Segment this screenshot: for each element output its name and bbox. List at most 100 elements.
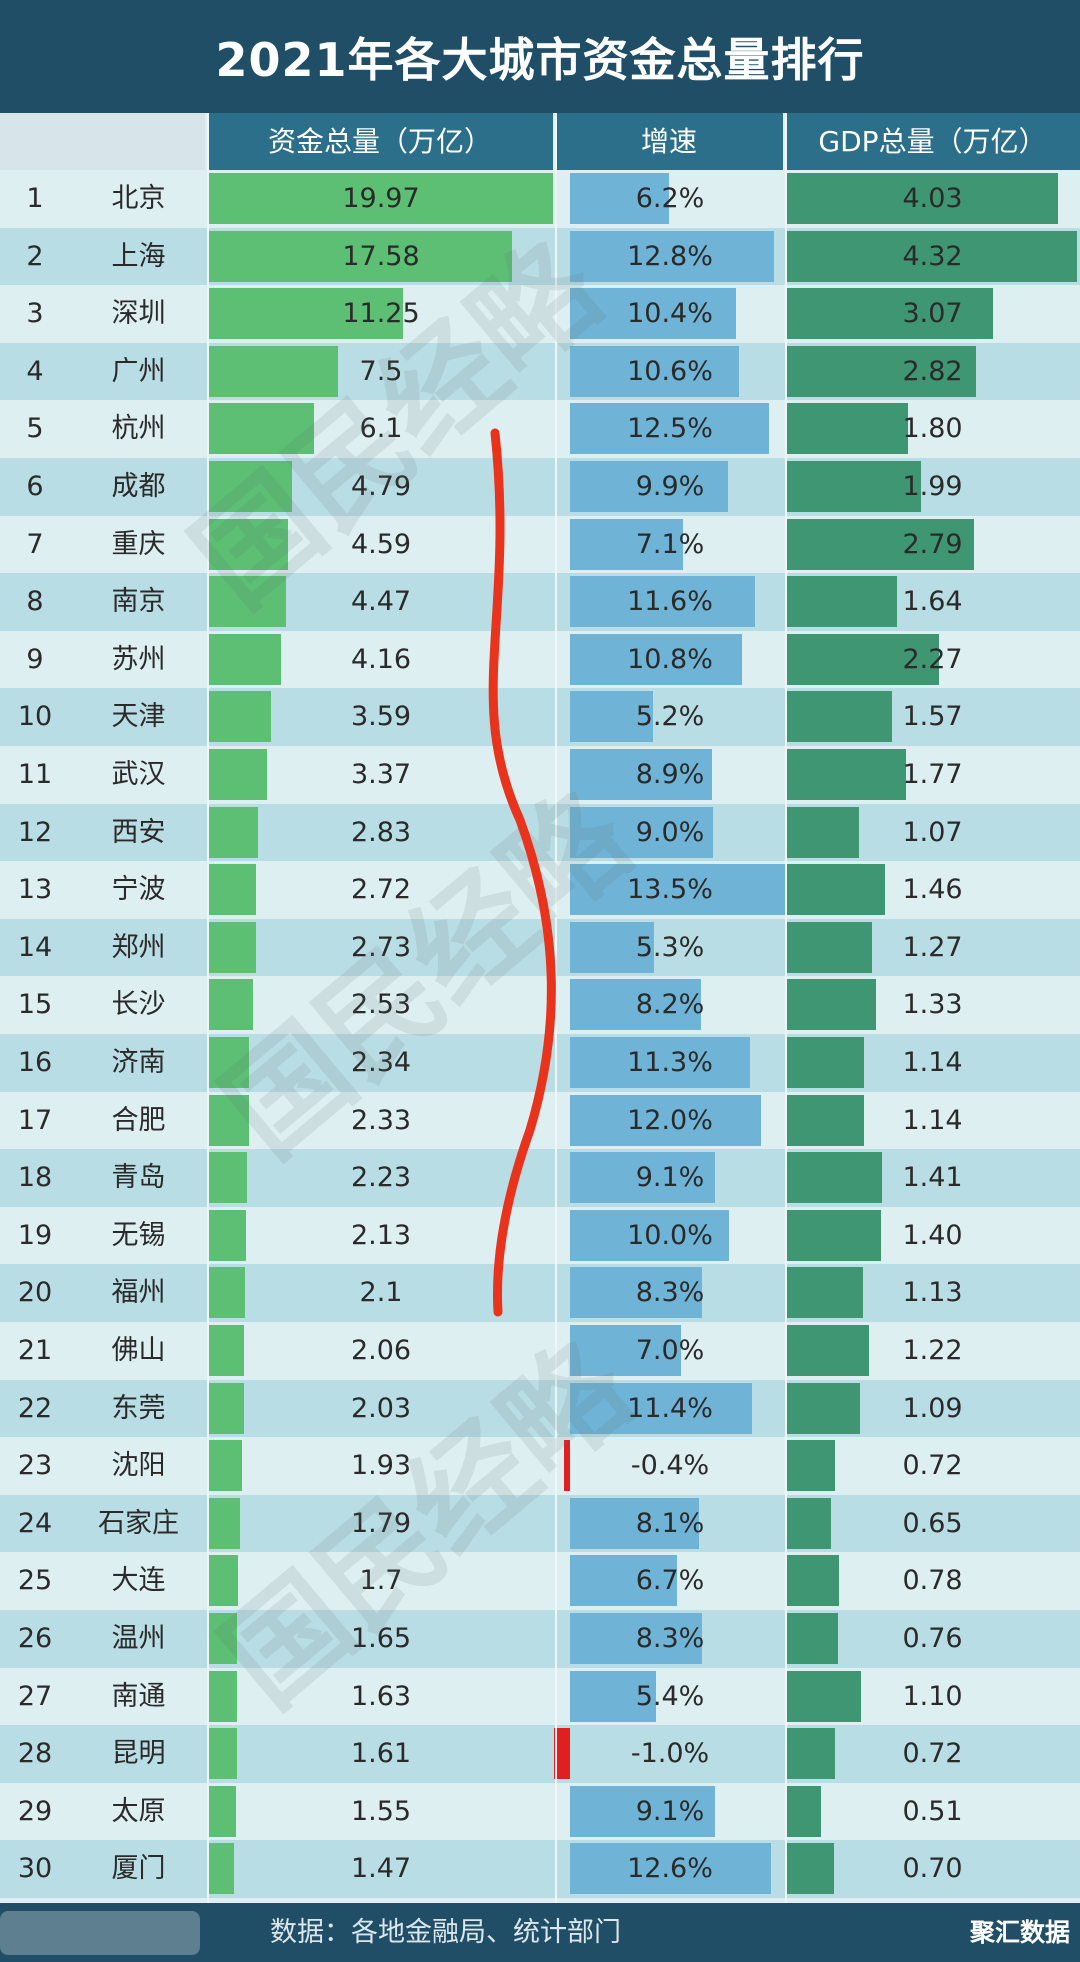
city-cell: 杭州 — [111, 413, 166, 445]
city-cell: 重庆 — [111, 528, 166, 560]
rank-cell: 28 — [17, 1738, 53, 1770]
gdp-value: 1.22 — [902, 1335, 963, 1366]
growth-value: 10.0% — [627, 1219, 713, 1251]
gdp-value: 1.46 — [902, 874, 963, 906]
gdp-value: 1.13 — [902, 1277, 963, 1309]
table-row: 12 西安 2.83 9.0% 1.07 — [0, 803, 1080, 862]
growth-bar — [570, 1267, 703, 1319]
gdp-value: 1.09 — [902, 1392, 963, 1424]
growth-value: -1.0% — [630, 1738, 710, 1770]
capital-value: 2.06 — [350, 1335, 412, 1366]
capital-bar — [209, 1382, 244, 1434]
growth-bar — [570, 1843, 771, 1895]
table-row: 25 大连 1.7 6.7% 0.78 — [0, 1552, 1080, 1610]
table-row: 15 长沙 2.53 8.2% 1.33 — [0, 976, 1080, 1034]
city-cell: 东莞 — [111, 1392, 166, 1424]
rank-cell: 24 — [17, 1507, 53, 1539]
table-row: 24 石家庄 1.79 8.1% 0.65 — [0, 1494, 1080, 1553]
gdp-value: 2.27 — [902, 643, 963, 675]
table-row: 23 沈阳 1.93 -0.4% 0.72 — [0, 1437, 1080, 1495]
growth-value: 5.2% — [635, 701, 705, 733]
brand-label: 聚汇数据 — [969, 1918, 1070, 1947]
gdp-value: 1.33 — [902, 989, 963, 1021]
rank-cell: 9 — [26, 643, 44, 675]
gdp-value: 3.07 — [902, 298, 963, 330]
capital-bar — [209, 1267, 246, 1319]
growth-value: -0.4% — [630, 1450, 710, 1482]
gdp-bar — [787, 173, 1058, 224]
capital-bar — [209, 979, 253, 1031]
rank-cell: 18 — [17, 1162, 53, 1194]
rank-cell: 22 — [17, 1392, 53, 1424]
table-row: 2 上海 17.58 12.8% 4.32 — [0, 227, 1080, 286]
growth-value: 12.6% — [627, 1853, 713, 1885]
capital-bar — [209, 1152, 248, 1204]
table-row: 11 武汉 3.37 8.9% 1.77 — [0, 746, 1080, 804]
capital-value: 1.55 — [350, 1795, 412, 1827]
growth-value: 9.0% — [635, 816, 705, 848]
gdp-value: 0.76 — [902, 1623, 963, 1654]
table-row: 8 南京 4.47 11.6% 1.64 — [0, 573, 1080, 631]
table-row: 7 重庆 4.59 7.1% 2.79 — [0, 515, 1080, 574]
table-row: 17 合肥 2.33 12.0% 1.14 — [0, 1091, 1080, 1150]
growth-bar — [570, 633, 742, 685]
gdp-header: GDP总量（万亿） — [818, 125, 1047, 158]
gdp-value: 4.32 — [902, 240, 963, 272]
capital-bar — [209, 1843, 235, 1895]
rank-cell: 1 — [26, 183, 44, 214]
gdp-bar — [787, 1728, 836, 1780]
growth-value: 10.4% — [627, 298, 713, 330]
rank-cell: 2 — [26, 240, 44, 272]
rank-cell: 5 — [26, 413, 44, 445]
rank-cell: 17 — [17, 1104, 53, 1136]
source-note: 数据：各地金融局、统计部门 — [270, 1917, 621, 1948]
title-bar: 2021年各大城市资金总量排行 — [0, 0, 1080, 113]
gdp-bar — [787, 1440, 836, 1492]
city-cell: 无锡 — [111, 1219, 166, 1251]
table-row: 6 成都 4.79 9.9% 1.99 — [0, 458, 1080, 516]
growth-bar — [570, 1670, 656, 1722]
city-cell: 福州 — [111, 1277, 166, 1309]
capital-value: 1.79 — [350, 1507, 412, 1539]
gdp-value: 1.07 — [902, 816, 963, 848]
capital-value: 1.93 — [350, 1450, 412, 1482]
rank-cell: 8 — [26, 586, 44, 618]
rank-cell: 29 — [17, 1795, 53, 1827]
gdp-bar — [787, 979, 877, 1031]
rank-cell: 20 — [17, 1277, 53, 1309]
table-row: 16 济南 2.34 11.3% 1.14 — [0, 1034, 1080, 1092]
growth-bar — [570, 864, 785, 916]
city-cell: 天津 — [111, 701, 166, 733]
city-cell: 深圳 — [111, 298, 166, 330]
gdp-bar — [787, 1843, 834, 1895]
gdp-bar — [787, 230, 1077, 282]
growth-bar — [570, 691, 653, 743]
growth-value: 11.4% — [627, 1392, 713, 1424]
capital-bar — [209, 1209, 246, 1261]
rank-cell: 21 — [17, 1335, 53, 1366]
capital-bar — [209, 576, 286, 628]
capital-value: 6.1 — [359, 413, 403, 445]
growth-bar — [570, 518, 684, 570]
city-cell: 宁波 — [111, 874, 166, 906]
growth-bar — [570, 461, 728, 512]
growth-bar — [570, 1613, 703, 1664]
gdp-value: 1.77 — [902, 759, 963, 790]
blurred-logo — [0, 1911, 200, 1955]
gdp-bar — [787, 691, 893, 743]
rank-cell: 26 — [17, 1623, 53, 1654]
table-row: 14 郑州 2.73 5.3% 1.27 — [0, 918, 1080, 977]
growth-bar — [570, 1094, 762, 1146]
rank-cell: 6 — [26, 471, 44, 502]
capital-header: 资金总量（万亿） — [207, 113, 555, 170]
gdp-value: 1.80 — [902, 413, 963, 445]
rank-cell: 4 — [26, 355, 44, 387]
city-cell: 上海 — [111, 240, 166, 272]
capital-value: 3.37 — [350, 759, 412, 790]
gdp-bar — [787, 1325, 869, 1376]
growth-value: 8.9% — [635, 759, 705, 790]
column-divider — [785, 113, 787, 1903]
city-cell: 青岛 — [111, 1162, 166, 1194]
capital-bar — [209, 288, 403, 340]
gdp-bar — [787, 864, 885, 916]
